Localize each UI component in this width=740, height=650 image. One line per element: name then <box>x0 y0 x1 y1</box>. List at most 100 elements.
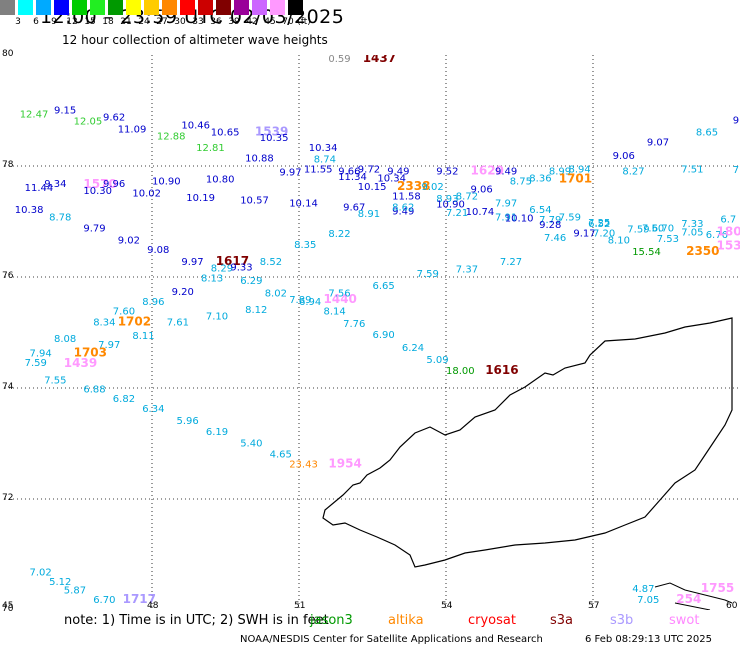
legend-label: 30 <box>174 17 186 27</box>
latitude-label: 74 <box>2 382 14 392</box>
legend-swatch <box>90 0 105 15</box>
pass-time-label: 1437 <box>363 55 396 65</box>
wave-height-label: 8.36 <box>529 174 551 185</box>
legend-swatch <box>288 0 303 15</box>
legend-swatch <box>36 0 51 15</box>
wave-height-label: 10.88 <box>245 154 274 165</box>
satellite-jason3: jason3 <box>310 613 353 628</box>
wave-height-label: 5.87 <box>64 585 86 596</box>
wave-height-label: 7.20 <box>593 228 615 239</box>
wave-height-label: 8.08 <box>54 334 76 345</box>
satellite-s3a: s3a <box>550 613 574 628</box>
legend-label: 15 <box>84 17 96 27</box>
pass-time-label: 1701 <box>559 172 592 186</box>
wave-height-label: 8.93 <box>436 194 458 205</box>
legend-swatch <box>54 0 69 15</box>
wave-height-label: 0.59 <box>328 55 350 65</box>
wave-height-label: 9.97 <box>279 167 301 178</box>
wave-height-label: 5.12 <box>49 577 71 588</box>
wave-height-label: 8.75 <box>510 176 532 187</box>
wave-height-label: 7.51 <box>681 165 703 176</box>
wave-height-label: 11.58 <box>392 191 421 202</box>
wave-height-label: 7.21 <box>446 208 468 219</box>
wave-height-label: 6.90 <box>373 330 395 341</box>
wave-height-label: 8.74 <box>314 155 336 166</box>
legend-label: 70 <box>282 17 294 27</box>
legend-label: 27 <box>156 17 168 27</box>
wave-height-label: 4.87 <box>632 584 654 595</box>
wave-height-label: 6.70 <box>93 595 115 606</box>
wave-height-label: 8.14 <box>324 307 346 318</box>
wave-height-label: 7.56 <box>328 288 350 299</box>
wave-height-label: 6.7 <box>720 215 736 226</box>
coastline <box>322 317 733 568</box>
wave-height-label: 6.24 <box>402 343 424 354</box>
wave-height-label: 7.94 <box>30 348 52 359</box>
pass-time-label: 1954 <box>328 456 361 470</box>
legend-label: 45 <box>264 17 276 27</box>
wave-height-label: 9.62 <box>103 112 125 123</box>
wave-height-label: 7.76 <box>343 319 365 330</box>
pass-time-label: 254 <box>676 592 701 606</box>
wave-height-label: 8.62 <box>392 202 414 213</box>
wave-height-label: 8.78 <box>49 212 71 223</box>
wave-height-label: 9.96 <box>103 179 125 190</box>
latitude-label: 70 <box>2 604 14 614</box>
wave-height-label: 10.30 <box>83 186 112 197</box>
wave-height-label: 11.09 <box>118 125 147 136</box>
wave-height-label: 10.14 <box>289 199 318 210</box>
legend-swatch <box>126 0 141 15</box>
wave-height-label: 9.08 <box>147 245 169 256</box>
wave-height-label: 8.12 <box>245 305 267 316</box>
generation-timestamp: 6 Feb 08:29:13 UTC 2025 <box>585 634 712 645</box>
wave-height-label: 9.02 <box>422 182 444 193</box>
wave-height-label: 9.67 <box>343 202 365 213</box>
longitude-label: 54 <box>441 601 453 611</box>
wave-height-label: 7.59 <box>25 358 47 369</box>
wave-height-label: 10.57 <box>240 196 269 207</box>
wave-height-label: 8.29 <box>211 263 233 274</box>
legend-swatch <box>144 0 159 15</box>
wave-height-label: 7.91 <box>495 212 517 223</box>
legend-swatch <box>72 0 87 15</box>
wave-height-label: 9.17 <box>573 228 595 239</box>
longitude-label: 51 <box>294 601 306 611</box>
wave-height-label: 9.49 <box>392 206 414 217</box>
wave-height-label: 5.09 <box>426 355 448 366</box>
legend-swatch <box>234 0 249 15</box>
wave-height-label: 6.94 <box>299 297 321 308</box>
wave-height-label: 10.90 <box>152 176 181 187</box>
wave-height-label: 10.74 <box>466 207 495 218</box>
pass-time-label: 1717 <box>123 592 156 606</box>
wave-height-label: 8.13 <box>201 273 223 284</box>
pass-time-label: 1616 <box>485 363 518 377</box>
wave-height-label: 10.15 <box>358 182 387 193</box>
map-background <box>5 55 740 610</box>
longitude-label: 45 <box>2 601 14 611</box>
legend-label: 18 <box>102 17 114 27</box>
legend-label: 24 <box>138 17 150 27</box>
lat-lon-grid <box>5 55 740 610</box>
legend-label: 9 <box>51 17 57 27</box>
latitude-label: 78 <box>2 160 14 170</box>
wave-height-label: 8.34 <box>93 317 115 328</box>
pass-time-label: 2350 <box>686 244 719 258</box>
legend-swatch <box>270 0 285 15</box>
wave-height-label: 9 <box>733 115 739 126</box>
wave-height-label: 12.05 <box>74 116 103 127</box>
wave-height-label: 7.59 <box>559 212 581 223</box>
wave-height-label: 9.28 <box>539 220 561 231</box>
legend-label: 33 <box>192 17 204 27</box>
wave-height-label: 7 <box>733 165 739 176</box>
wave-height-label: 6.70 <box>652 223 674 234</box>
wave-height-label: 6.82 <box>113 394 135 405</box>
legend-swatch <box>18 0 33 15</box>
wave-height-label: 7.97 <box>495 199 517 210</box>
wave-height-label: 8.35 <box>294 240 316 251</box>
page-subtitle: 12 hour collection of altimeter wave hei… <box>62 33 328 47</box>
wave-height-label: 9.79 <box>83 223 105 234</box>
wave-height-label: 7.55 <box>44 376 66 387</box>
wave-height-label: 7.60 <box>113 307 135 318</box>
legend-swatch <box>162 0 177 15</box>
